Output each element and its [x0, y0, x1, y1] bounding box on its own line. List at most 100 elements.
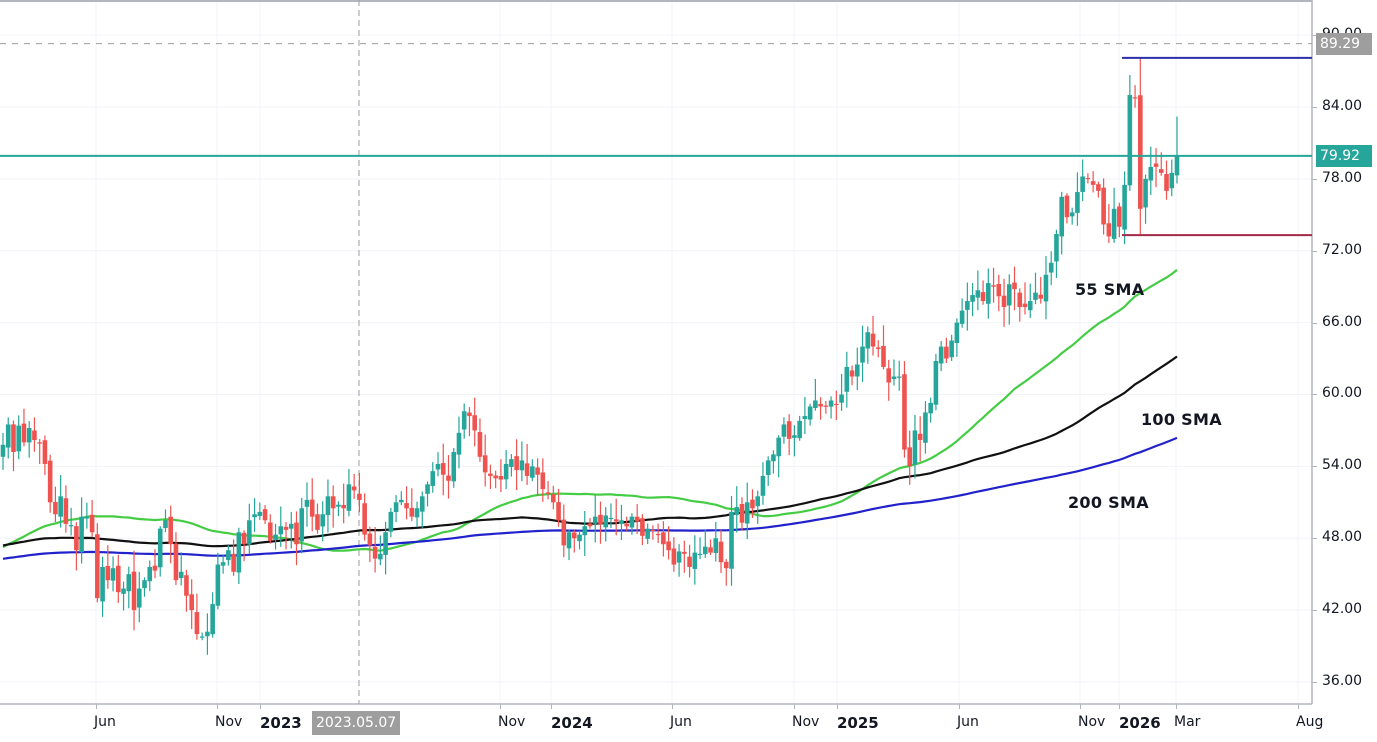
- time-tick-mark: [837, 704, 838, 709]
- time-tick-label: Nov: [1078, 714, 1106, 730]
- candle-up: [603, 515, 609, 528]
- candle-down: [902, 374, 907, 450]
- candle-up: [744, 502, 750, 524]
- candle-down: [561, 519, 567, 546]
- candle-up: [928, 402, 933, 414]
- candle-up: [1169, 172, 1175, 189]
- candle-down: [367, 533, 373, 546]
- candle-up: [755, 496, 761, 507]
- candle-down: [467, 412, 472, 417]
- candle-up: [865, 332, 871, 349]
- candle-up: [414, 508, 420, 518]
- candle-up: [776, 437, 781, 457]
- candle-up: [592, 516, 598, 524]
- candle-down: [472, 415, 477, 431]
- candle-up: [320, 514, 326, 527]
- candle-up: [933, 360, 939, 405]
- time-tick-label: 2024: [551, 714, 593, 732]
- last-price-badge: 79.92: [1316, 145, 1372, 167]
- candle-down: [1101, 187, 1106, 225]
- candle-up: [58, 496, 63, 517]
- candle-down: [1064, 195, 1070, 218]
- candle-up: [1006, 284, 1012, 306]
- candle-up: [5, 424, 11, 448]
- candle-up: [923, 412, 928, 443]
- candle-down: [241, 532, 247, 545]
- candle-up: [1033, 292, 1038, 300]
- time-tick-label: 2023: [260, 714, 302, 732]
- candle-down: [870, 333, 876, 347]
- candle-down: [21, 423, 27, 443]
- candle-down: [1132, 97, 1138, 99]
- price-tick-label: 84.00: [1322, 98, 1363, 114]
- candle-up: [854, 364, 860, 377]
- candle-up: [530, 466, 535, 478]
- candle-up: [844, 366, 850, 392]
- candle-up: [399, 499, 404, 503]
- candle-up: [304, 499, 310, 507]
- candle-up: [336, 504, 341, 507]
- time-tick-mark: [959, 704, 960, 709]
- candle-down: [886, 368, 892, 383]
- candle-down: [1096, 184, 1101, 191]
- candle-up: [425, 484, 430, 494]
- candle-up: [205, 631, 210, 637]
- candle-down: [786, 421, 792, 439]
- candle-down: [488, 473, 493, 476]
- candle-up: [1143, 178, 1148, 208]
- candle-down: [687, 556, 692, 567]
- candle-up: [1054, 233, 1059, 262]
- candle-down: [917, 433, 923, 441]
- candle-down: [682, 551, 687, 554]
- candle-up: [509, 459, 514, 467]
- candle-down: [372, 546, 378, 559]
- candle-down: [262, 509, 268, 521]
- candle-down: [330, 496, 336, 509]
- candle-up: [734, 507, 740, 515]
- candle-down: [907, 447, 913, 467]
- time-tick-label: Nov: [498, 714, 526, 730]
- candle-down: [409, 507, 415, 517]
- candle-up: [781, 424, 787, 437]
- time-tick-label: Aug: [1296, 714, 1324, 730]
- candle-up: [383, 532, 388, 555]
- candle-down: [440, 463, 446, 475]
- candle-down: [991, 285, 996, 287]
- candle-up: [582, 526, 588, 536]
- time-tick-label: Jun: [957, 714, 979, 730]
- candle-down: [718, 541, 724, 563]
- time-tick-mark: [500, 704, 501, 709]
- candle-up: [325, 496, 331, 516]
- candle-down: [723, 561, 729, 569]
- candle-down: [1090, 181, 1096, 185]
- candle-down: [189, 594, 194, 611]
- candle-up: [765, 460, 771, 476]
- candle-down: [823, 405, 829, 407]
- candle-up: [938, 346, 944, 364]
- candle-down: [267, 522, 273, 541]
- candle-up: [147, 566, 153, 582]
- time-tick-label: 2025: [837, 714, 879, 732]
- candle-up: [1048, 262, 1054, 273]
- candle-down: [283, 526, 289, 530]
- candle-down: [1158, 169, 1164, 173]
- price-tick-label: 66.00: [1322, 313, 1363, 330]
- candle-up: [26, 428, 32, 443]
- candle-down: [315, 514, 320, 530]
- candle-down: [477, 432, 483, 457]
- candle-up: [215, 564, 221, 606]
- candle-down: [404, 503, 409, 509]
- candle-down: [194, 612, 200, 635]
- candle-up: [1122, 184, 1127, 230]
- candle-down: [551, 494, 556, 503]
- candle-up: [896, 376, 902, 378]
- candle-down: [116, 565, 121, 593]
- candle-up: [1027, 301, 1033, 311]
- candle-up: [1111, 208, 1117, 239]
- candle-down: [482, 455, 488, 473]
- time-tick-label: Jun: [94, 714, 116, 730]
- candle-up: [388, 511, 394, 532]
- price-tick-label: 42.00: [1322, 601, 1363, 618]
